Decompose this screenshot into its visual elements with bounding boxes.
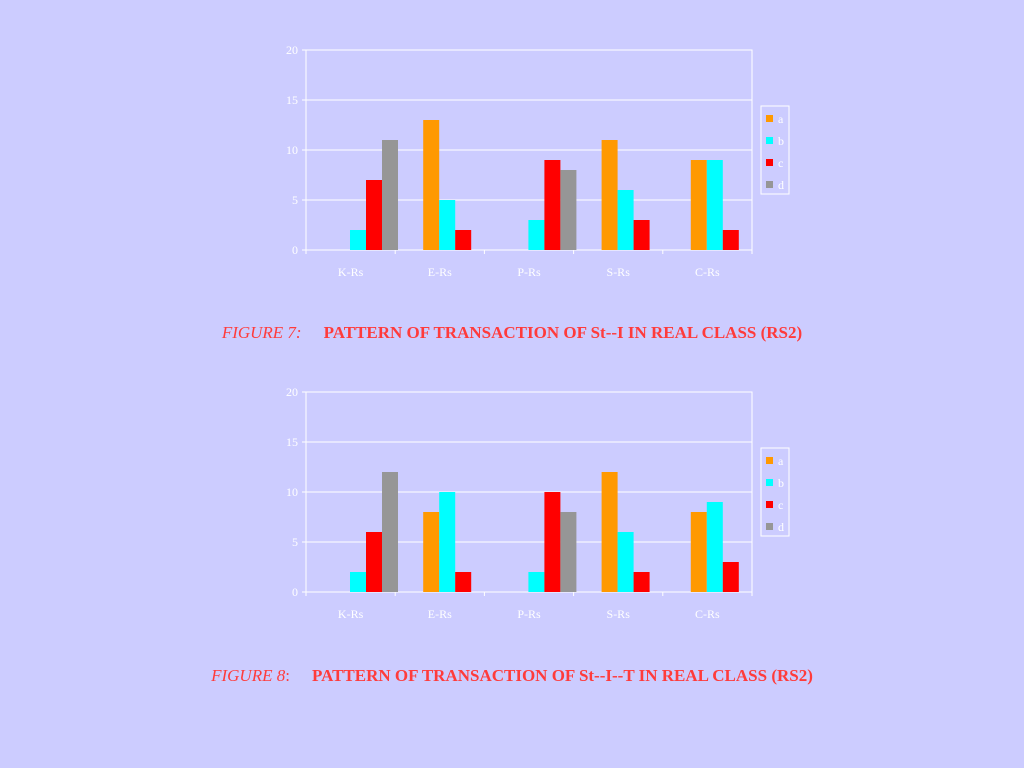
x-category-label: P-Rs	[517, 607, 541, 621]
y-tick-label: 15	[286, 435, 298, 449]
legend-label-d: d	[778, 520, 784, 534]
legend-label-c: c	[778, 498, 783, 512]
bar-c-P-Rs	[544, 492, 561, 592]
bar-b-E-Rs	[439, 200, 456, 250]
bar-c-C-Rs	[722, 230, 739, 250]
legend-swatch-c	[766, 159, 773, 166]
bar-b-C-Rs	[706, 160, 723, 250]
bar-c-E-Rs	[455, 230, 472, 250]
bar-a-S-Rs	[601, 472, 618, 592]
bar-c-K-Rs	[366, 532, 382, 592]
x-category-label: K-Rs	[338, 265, 364, 279]
figure-8-caption: FIGURE 8: PATTERN OF TRANSACTION OF St--I…	[0, 666, 1024, 686]
bar-b-P-Rs	[528, 572, 545, 592]
legend-label-b: b	[778, 476, 784, 490]
legend-label-b: b	[778, 134, 784, 148]
x-category-label: E-Rs	[428, 607, 452, 621]
bar-b-P-Rs	[528, 220, 545, 250]
bar-d-K-Rs	[382, 472, 398, 592]
y-tick-label: 10	[286, 485, 298, 499]
legend-swatch-a	[766, 457, 773, 464]
legend-box	[760, 105, 790, 195]
y-tick-label: 10	[286, 143, 298, 157]
bar-d-P-Rs	[560, 512, 577, 592]
legend-swatch-d	[766, 523, 773, 530]
y-tick-label: 5	[292, 193, 298, 207]
legend-swatch-b	[766, 137, 773, 144]
figure-7-title: PATTERN OF TRANSACTION OF St--I IN REAL …	[323, 323, 803, 342]
bar-b-S-Rs	[617, 190, 634, 250]
legend-label-d: d	[778, 178, 784, 192]
legend-box	[760, 447, 790, 537]
bar-c-S-Rs	[633, 220, 650, 250]
legend-label-c: c	[778, 156, 783, 170]
bar-a-E-Rs	[423, 120, 440, 250]
y-tick-label: 20	[286, 43, 298, 57]
bar-a-C-Rs	[690, 160, 707, 250]
bar-c-S-Rs	[633, 572, 650, 592]
figure-8-label: FIGURE 8	[211, 666, 286, 685]
x-category-label: C-Rs	[695, 607, 720, 621]
x-category-label: P-Rs	[517, 265, 541, 279]
y-tick-label: 15	[286, 93, 298, 107]
legend-swatch-d	[766, 181, 773, 188]
bar-b-K-Rs	[350, 572, 366, 592]
bar-d-K-Rs	[382, 140, 398, 250]
figure-8-label-suffix: :	[285, 666, 290, 685]
legend-swatch-a	[766, 115, 773, 122]
y-tick-label: 20	[286, 385, 298, 399]
bar-a-E-Rs	[423, 512, 440, 592]
y-tick-label: 5	[292, 535, 298, 549]
bar-b-S-Rs	[617, 532, 634, 592]
figure-8-title: PATTERN OF TRANSACTION OF St--I--T IN RE…	[311, 666, 813, 685]
bar-a-C-Rs	[690, 512, 707, 592]
legend-swatch-c	[766, 501, 773, 508]
figure-7-label: FIGURE 7:	[221, 323, 302, 342]
legend-label-a: a	[778, 454, 784, 468]
bar-c-P-Rs	[544, 160, 561, 250]
bar-b-E-Rs	[439, 492, 456, 592]
x-category-label: K-Rs	[338, 607, 364, 621]
x-category-label: S-Rs	[607, 265, 631, 279]
legend-swatch-b	[766, 479, 773, 486]
bar-c-C-Rs	[722, 562, 739, 592]
x-category-label: S-Rs	[607, 607, 631, 621]
x-category-label: C-Rs	[695, 265, 720, 279]
bar-b-K-Rs	[350, 230, 366, 250]
bar-c-K-Rs	[366, 180, 382, 250]
y-tick-label: 0	[292, 585, 298, 599]
bar-a-S-Rs	[601, 140, 618, 250]
figure-7-caption: FIGURE 7: PATTERN OF TRANSACTION OF St--I…	[0, 323, 1024, 343]
x-category-label: E-Rs	[428, 265, 452, 279]
bar-c-E-Rs	[455, 572, 472, 592]
legend-label-a: a	[778, 112, 784, 126]
bar-d-P-Rs	[560, 170, 577, 250]
y-tick-label: 0	[292, 243, 298, 257]
bar-b-C-Rs	[706, 502, 723, 592]
